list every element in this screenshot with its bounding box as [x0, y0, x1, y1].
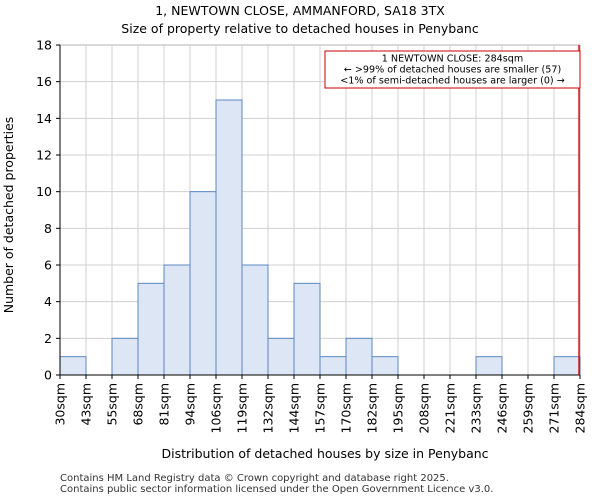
- chart-subtitle: Size of property relative to detached ho…: [121, 21, 479, 36]
- bar-132sqm: [267, 337, 295, 376]
- x-tick-label-182sqm: 182sqm: [365, 383, 380, 433]
- chart-title-block: 1, NEWTOWN CLOSE, AMMANFORD, SA18 3TX Si…: [0, 2, 600, 38]
- bar-119sqm: [241, 264, 269, 376]
- y-tick-label-4: 4: [44, 294, 52, 309]
- bar-81sqm: [163, 264, 191, 376]
- x-axis-label: Distribution of detached houses by size …: [161, 446, 488, 461]
- x-tick-label-170sqm: 170sqm: [339, 383, 354, 433]
- ticks-layer: 0 2 4 6 8 10 12 14 16 18 30sqm 43sqm 55sqm 68sqm 81sqm…: [36, 38, 587, 434]
- bar-182sqm: [371, 356, 399, 376]
- x-tick-label-208sqm: 208sqm: [417, 383, 432, 433]
- y-tick-label-18: 18: [36, 38, 52, 53]
- bar-157sqm: [319, 356, 347, 376]
- bar-233sqm: [475, 356, 503, 376]
- x-tick-label-233sqm: 233sqm: [469, 383, 484, 433]
- bar-144sqm: [293, 282, 321, 376]
- annotation-line-2: ← >99% of detached houses are smaller (5…: [344, 65, 562, 76]
- x-tick-label-94sqm: 94sqm: [183, 383, 198, 426]
- x-tick-label-195sqm: 195sqm: [391, 383, 406, 433]
- bars-layer: [59, 99, 581, 376]
- x-tick-label-30sqm: 30sqm: [53, 383, 68, 426]
- x-tick-label-144sqm: 144sqm: [287, 383, 302, 433]
- x-tick-label-157sqm: 157sqm: [313, 383, 328, 433]
- bar-68sqm: [137, 282, 165, 376]
- bar-55sqm: [111, 337, 139, 376]
- bar-30sqm: [59, 356, 87, 376]
- x-tick-label-55sqm: 55sqm: [105, 383, 120, 426]
- bar-106sqm: [215, 99, 243, 376]
- bar-271sqm: [553, 356, 581, 376]
- annotation-box: [324, 50, 581, 89]
- marker-layer: 1 NEWTOWN CLOSE: 284sqm← >99% of detache…: [324, 45, 581, 375]
- x-tick-label-119sqm: 119sqm: [235, 383, 250, 433]
- x-tick-label-284sqm: 284sqm: [573, 383, 588, 433]
- chart-title: 1, NEWTOWN CLOSE, AMMANFORD, SA18 3TX: [155, 3, 445, 18]
- y-tick-label-14: 14: [36, 111, 52, 126]
- x-tick-label-43sqm: 43sqm: [79, 383, 94, 426]
- x-tick-label-106sqm: 106sqm: [209, 383, 224, 433]
- annotation-line-3: <1% of semi-detached houses are larger (…: [340, 76, 565, 87]
- y-tick-label-12: 12: [36, 148, 52, 163]
- bar-94sqm: [189, 191, 217, 376]
- footer-line-2: Contains public sector information licen…: [60, 484, 494, 495]
- x-tick-label-246sqm: 246sqm: [495, 383, 510, 433]
- y-tick-label-16: 16: [36, 74, 52, 89]
- y-tick-label-6: 6: [44, 258, 52, 273]
- x-tick-label-221sqm: 221sqm: [443, 383, 458, 433]
- bar-170sqm: [345, 337, 373, 376]
- y-tick-label-0: 0: [44, 368, 52, 383]
- y-axis-label: Number of detached properties: [1, 117, 16, 314]
- x-tick-label-271sqm: 271sqm: [547, 383, 562, 433]
- footer-line-1: Contains HM Land Registry data © Crown c…: [60, 473, 449, 484]
- x-tick-label-68sqm: 68sqm: [131, 383, 146, 426]
- annotation-line-1: 1 NEWTOWN CLOSE: 284sqm: [382, 54, 523, 65]
- y-tick-label-8: 8: [44, 221, 52, 236]
- footer: Contains HM Land Registry data © Crown c…: [60, 473, 493, 495]
- x-tick-label-132sqm: 132sqm: [261, 383, 276, 433]
- y-tick-label-2: 2: [44, 331, 52, 346]
- x-tick-label-81sqm: 81sqm: [157, 383, 172, 426]
- y-tick-label-10: 10: [36, 184, 52, 199]
- x-tick-label-259sqm: 259sqm: [521, 383, 536, 433]
